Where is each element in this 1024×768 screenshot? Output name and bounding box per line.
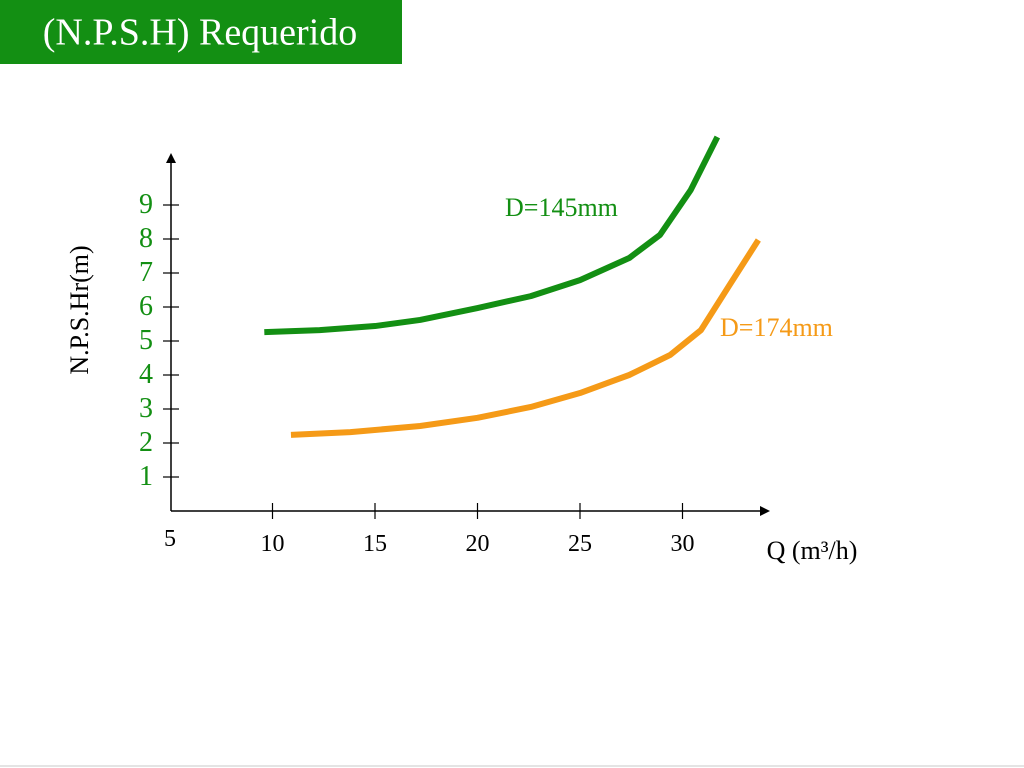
y-tick-label: 1 — [139, 461, 153, 492]
y-tick-label: 8 — [139, 223, 153, 254]
x-axis-label: Q (m³/h) — [767, 536, 858, 565]
x-tick-label: 25 — [568, 531, 592, 557]
curve — [290, 238, 761, 438]
x-tick-label: 10 — [261, 531, 285, 557]
y-tick-label: 5 — [139, 325, 153, 356]
y-tick-label: 6 — [139, 291, 153, 322]
x-tick-label: 5 — [164, 526, 176, 552]
title-box — [0, 0, 402, 64]
y-tick-label: 2 — [139, 427, 153, 458]
series-label: D=145mm — [505, 193, 618, 222]
y-tick-label: 3 — [139, 393, 153, 424]
y-axis-label: N.P.S.Hr(m) — [65, 245, 94, 374]
x-tick-label: 15 — [363, 531, 387, 557]
x-tick-label: 30 — [671, 531, 695, 557]
y-tick-label: 7 — [139, 257, 153, 288]
title: (N.P.S.H) Requerido — [43, 12, 358, 54]
curve — [264, 135, 721, 336]
y-tick-label: 9 — [139, 189, 153, 220]
y-axis-arrow — [166, 153, 176, 163]
y-tick-label: 4 — [139, 359, 153, 390]
x-tick-label: 20 — [466, 531, 490, 557]
x-axis-arrow — [760, 506, 770, 516]
series-label: D=174mm — [720, 313, 833, 342]
